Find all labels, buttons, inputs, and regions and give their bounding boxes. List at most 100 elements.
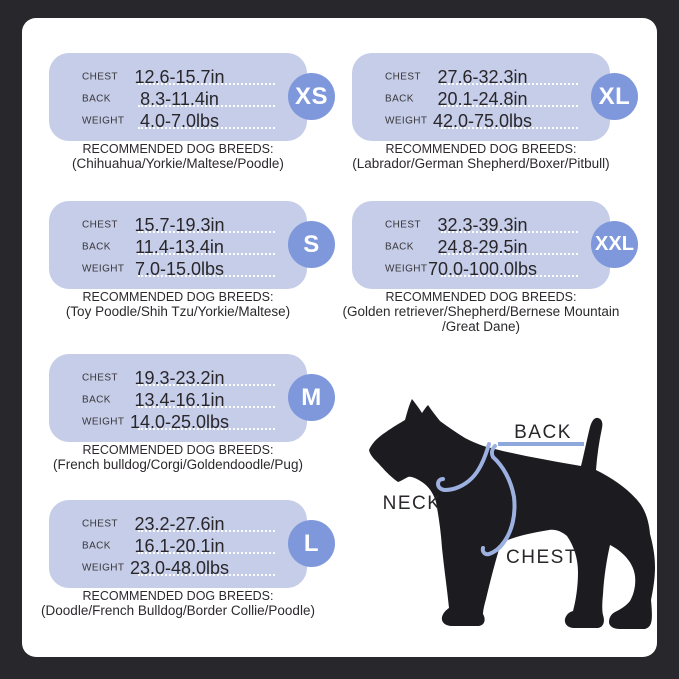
neck-strap-line bbox=[435, 442, 491, 493]
chart-card: CHEST 12.6-15.7in BACK 8.3-11.4in WEIGHT… bbox=[22, 18, 657, 657]
measurement-label: BACK bbox=[385, 241, 414, 253]
measurement-row: CHEST 23.2-27.6in bbox=[82, 513, 277, 535]
measurement-row: CHEST 15.7-19.3in bbox=[82, 214, 277, 236]
dotted-leader bbox=[138, 406, 275, 408]
dotted-leader bbox=[138, 127, 275, 129]
measurement-value: 11.4-13.4in bbox=[135, 237, 224, 257]
dotted-leader bbox=[138, 428, 275, 430]
measurement-value: 20.1-24.8in bbox=[437, 89, 528, 109]
dotted-leader bbox=[138, 574, 275, 576]
size-badge: XS bbox=[288, 73, 335, 120]
measurement-row: CHEST 27.6-32.3in bbox=[385, 66, 580, 88]
recommended-breeds: (Labrador/German Shepherd/Boxer/Pitbull) bbox=[352, 156, 610, 172]
measurement-label: BACK bbox=[82, 394, 111, 406]
size-badge: XXL bbox=[591, 221, 638, 268]
neck-label: NECK bbox=[383, 493, 442, 514]
dotted-leader bbox=[138, 530, 275, 532]
measurement-label: WEIGHT bbox=[82, 562, 125, 574]
size-panel: CHEST 27.6-32.3in BACK 20.1-24.8in WEIGH… bbox=[352, 53, 610, 141]
measurement-row: BACK 20.1-24.8in bbox=[385, 88, 580, 110]
recommended-heading: RECOMMENDED DOG BREEDS: bbox=[82, 589, 274, 603]
measurement-row: WEIGHT 7.0-15.0lbs bbox=[82, 258, 277, 280]
recommended-heading: RECOMMENDED DOG BREEDS: bbox=[82, 443, 274, 457]
recommended-breeds: (Golden retriever/Shepherd/Bernese Mount… bbox=[342, 304, 620, 335]
measurement-value: 19.3-23.2in bbox=[134, 368, 225, 388]
size-panel: CHEST 19.3-23.2in BACK 13.4-16.1in WEIGH… bbox=[49, 354, 307, 442]
recommended-heading: RECOMMENDED DOG BREEDS: bbox=[385, 142, 577, 156]
dotted-leader bbox=[441, 275, 578, 277]
measurement-value: 14.0-25.0lbs bbox=[129, 412, 230, 432]
chest-label: CHEST bbox=[506, 547, 578, 568]
size-panel: CHEST 12.6-15.7in BACK 8.3-11.4in WEIGHT… bbox=[49, 53, 307, 141]
dotted-leader bbox=[138, 253, 275, 255]
recommended-heading: RECOMMENDED DOG BREEDS: bbox=[82, 290, 274, 304]
measurement-label: BACK bbox=[82, 93, 111, 105]
recommended-breeds: (Doodle/French Bulldog/Border Collie/Poo… bbox=[41, 603, 315, 619]
size-badge: XL bbox=[591, 73, 638, 120]
recommended-heading: RECOMMENDED DOG BREEDS: bbox=[82, 142, 274, 156]
dotted-leader bbox=[138, 105, 275, 107]
size-group-m: CHEST 19.3-23.2in BACK 13.4-16.1in WEIGH… bbox=[49, 354, 335, 472]
dotted-leader bbox=[441, 253, 578, 255]
size-group-xxl: CHEST 32.3-39.3in BACK 24.8-29.5in WEIGH… bbox=[343, 201, 638, 334]
dotted-leader bbox=[138, 384, 275, 386]
recommended-breeds: (French bulldog/Corgi/Goldendoodle/Pug) bbox=[53, 457, 303, 473]
measurement-row: WEIGHT 23.0-48.0lbs bbox=[82, 557, 277, 579]
dotted-leader bbox=[138, 552, 275, 554]
measurement-value: 7.0-15.0lbs bbox=[134, 259, 225, 279]
measurement-label: BACK bbox=[385, 93, 414, 105]
measurement-value: 23.2-27.6in bbox=[134, 514, 225, 534]
measurement-row: WEIGHT 4.0-7.0lbs bbox=[82, 110, 277, 132]
measurement-value: 27.6-32.3in bbox=[437, 67, 528, 87]
recommended-block: RECOMMENDED DOG BREEDS: (Labrador/German… bbox=[331, 142, 631, 171]
measurement-value: 16.1-20.1in bbox=[134, 536, 225, 556]
size-panel: CHEST 23.2-27.6in BACK 16.1-20.1in WEIGH… bbox=[49, 500, 307, 588]
measurement-value: 23.0-48.0lbs bbox=[129, 558, 230, 578]
recommended-block: RECOMMENDED DOG BREEDS: (Doodle/French B… bbox=[28, 589, 328, 618]
measurement-row: CHEST 19.3-23.2in bbox=[82, 367, 277, 389]
dog-silhouette: BACK NECK CHEST bbox=[369, 399, 655, 629]
measurement-value: 42.0-75.0lbs bbox=[432, 111, 533, 131]
chest-strap-line bbox=[480, 444, 517, 557]
size-panel: CHEST 15.7-19.3in BACK 11.4-13.4in WEIGH… bbox=[49, 201, 307, 289]
dog-body-shape bbox=[369, 399, 655, 629]
measurement-row: CHEST 32.3-39.3in bbox=[385, 214, 580, 236]
measurement-row: WEIGHT 14.0-25.0lbs bbox=[82, 411, 277, 433]
measurement-row: BACK 13.4-16.1in bbox=[82, 389, 277, 411]
measurement-value: 13.4-16.1in bbox=[134, 390, 225, 410]
measurement-label: WEIGHT bbox=[385, 115, 428, 127]
measurement-value: 4.0-7.0lbs bbox=[139, 111, 220, 131]
measurement-label: WEIGHT bbox=[82, 263, 125, 275]
dotted-leader bbox=[441, 127, 578, 129]
measurement-row: BACK 11.4-13.4in bbox=[82, 236, 277, 258]
measurement-label: CHEST bbox=[385, 71, 421, 83]
recommended-block: RECOMMENDED DOG BREEDS: (Chihuahua/Yorki… bbox=[28, 142, 328, 171]
dotted-leader bbox=[441, 231, 578, 233]
measurement-value: 15.7-19.3in bbox=[134, 215, 225, 235]
recommended-block: RECOMMENDED DOG BREEDS: (Toy Poodle/Shih… bbox=[28, 290, 328, 319]
measurement-label: BACK bbox=[82, 540, 111, 552]
size-group-l: CHEST 23.2-27.6in BACK 16.1-20.1in WEIGH… bbox=[41, 500, 335, 618]
measurement-value: 70.0-100.0lbs bbox=[427, 259, 538, 279]
size-panel: CHEST 32.3-39.3in BACK 24.8-29.5in WEIGH… bbox=[352, 201, 610, 289]
measurement-label: WEIGHT bbox=[82, 115, 125, 127]
measurement-value: 24.8-29.5in bbox=[437, 237, 528, 257]
measurement-label: CHEST bbox=[82, 518, 118, 530]
measurement-row: BACK 24.8-29.5in bbox=[385, 236, 580, 258]
measurement-row: BACK 16.1-20.1in bbox=[82, 535, 277, 557]
measurement-row: CHEST 12.6-15.7in bbox=[82, 66, 277, 88]
size-badge: S bbox=[288, 221, 335, 268]
size-group-xl: CHEST 27.6-32.3in BACK 20.1-24.8in WEIGH… bbox=[352, 53, 638, 171]
dotted-leader bbox=[138, 231, 275, 233]
measurement-value: 32.3-39.3in bbox=[437, 215, 528, 235]
measurement-label: CHEST bbox=[82, 71, 118, 83]
measurement-row: WEIGHT 70.0-100.0lbs bbox=[385, 258, 580, 280]
back-label: BACK bbox=[514, 422, 572, 443]
measurement-label: BACK bbox=[82, 241, 111, 253]
dotted-leader bbox=[138, 83, 275, 85]
measurement-value: 12.6-15.7in bbox=[134, 67, 225, 87]
measurement-value: 8.3-11.4in bbox=[140, 89, 219, 109]
dog-measurement-diagram: BACK NECK CHEST bbox=[362, 378, 679, 668]
recommended-block: RECOMMENDED DOG BREEDS: (French bulldog/… bbox=[28, 443, 328, 472]
